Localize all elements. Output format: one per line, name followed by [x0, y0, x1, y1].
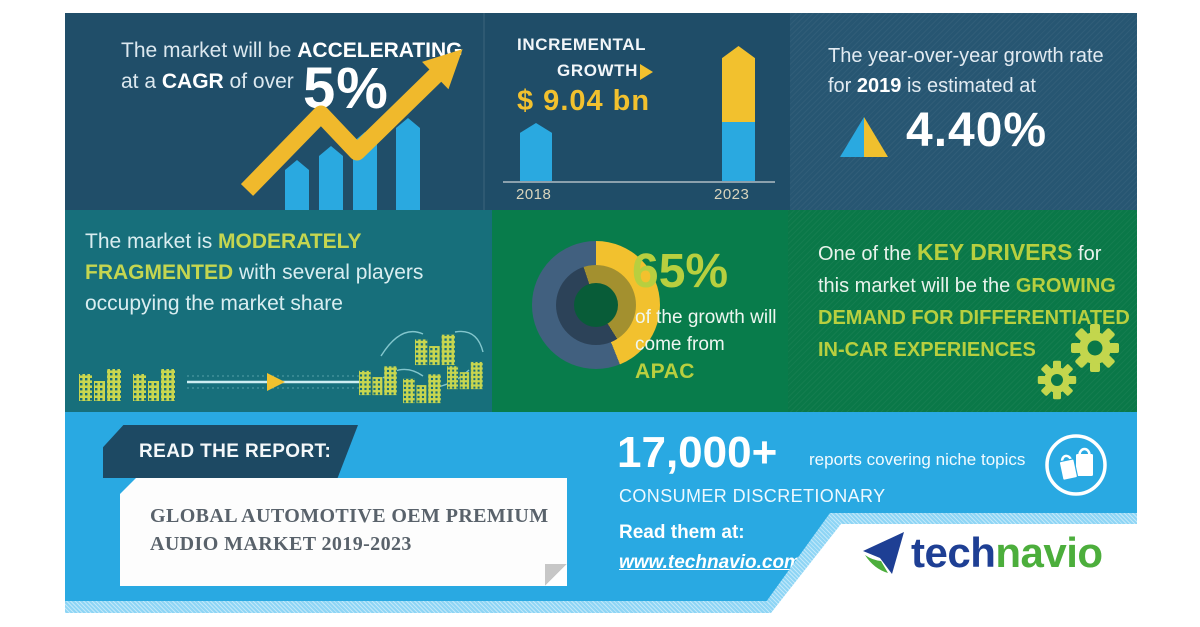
cagr-text-cagr: CAGR: [161, 70, 224, 93]
drivers-accent2: GROWING DEMAND FOR DIFFERENTIATED IN-CAR…: [818, 275, 1130, 361]
bar-2023-base: [722, 122, 755, 181]
cagr-text-accelerating: ACCELERATING: [297, 39, 463, 62]
triangle-up-icon: [840, 117, 888, 157]
incremental-title-line2: GROWTH: [557, 61, 639, 80]
logo-arrow-icon: [863, 532, 904, 574]
panel-key-drivers: One of the KEY DRIVERS for this market w…: [788, 210, 1137, 412]
cagr-text-mid: at a: [121, 70, 162, 93]
growth-arrow-chart-icon: [241, 49, 463, 210]
reports-count: 17,000+: [617, 428, 778, 477]
card-fold-corner: [545, 564, 567, 586]
shopping-bags-icon: [1045, 434, 1107, 496]
panel-apac-growth: 65% of the growth will come from APAC: [492, 210, 788, 412]
report-card[interactable]: GLOBAL AUTOMOTIVE OEM PREMIUM AUDIO MARK…: [120, 478, 567, 586]
gears-icon: [1037, 324, 1119, 400]
tick-label-2018: 2018: [516, 186, 552, 203]
logo-word-navio: navio: [995, 529, 1103, 576]
incremental-value: $ 9.04 bn: [517, 85, 651, 117]
frag-post: with several players occupying the marke…: [85, 261, 424, 315]
fragmentation-statement: The market is MODERATELY FRAGMENTED with…: [85, 226, 487, 319]
frag-accent: MODERATELY FRAGMENTED: [85, 230, 362, 284]
cagr-statement: The market will be ACCELERATING at a CAG…: [121, 35, 463, 97]
infographic-body: The market will be ACCELERATING at a CAG…: [65, 13, 1137, 613]
apac-region: APAC: [635, 360, 695, 383]
panel-yoy-growth: The year-over-year growth rate for 2019 …: [790, 13, 1137, 210]
report-title: GLOBAL AUTOMOTIVE OEM PREMIUM AUDIO MARK…: [150, 505, 549, 555]
donut-chart: [532, 241, 660, 369]
drivers-accent1: KEY DRIVERS: [916, 239, 1073, 265]
technavio-logo: technavio: [860, 530, 1103, 576]
yoy-year: 2019: [856, 75, 902, 97]
read-the-report-ribbon: READ THE REPORT:: [103, 425, 358, 478]
cagr-text-pre: The market will be: [121, 39, 298, 62]
yoy-statement: The year-over-year growth rate for 2019 …: [828, 41, 1104, 101]
ribbon-label: READ THE REPORT:: [139, 440, 332, 462]
arrow-right-icon: [640, 64, 653, 80]
drivers-seg1: One of the: [818, 243, 917, 265]
logo-wordmark: technavio: [911, 530, 1103, 576]
bar-2018: [520, 123, 552, 181]
apac-caption-line1: of the growth will: [635, 307, 777, 328]
panel-cagr: The market will be ACCELERATING at a CAG…: [65, 13, 483, 210]
technavio-url-link[interactable]: www.technavio.com: [619, 552, 801, 573]
panel-incremental-growth: INCREMENTAL GROWTH $ 9.04 bn 2018 2023: [483, 13, 790, 210]
drivers-seg2: for this market will be the: [818, 243, 1102, 297]
key-drivers-statement: One of the KEY DRIVERS for this market w…: [818, 236, 1133, 366]
chart-baseline: [503, 181, 775, 183]
yoy-value: 4.40%: [906, 104, 1048, 157]
read-them-at-label: Read them at:: [619, 522, 745, 543]
logo-wedge: [771, 524, 1137, 613]
apac-caption-line2: come from: [635, 334, 725, 355]
frag-pre: The market is: [85, 230, 219, 253]
bar-2023-increment: [722, 46, 755, 122]
buildings-fragmentation-icon: [79, 330, 484, 404]
incremental-title-line1: INCREMENTAL: [517, 35, 647, 54]
logo-word-tech: tech: [911, 529, 996, 576]
yoy-line2-post: is estimated at: [901, 75, 1036, 97]
apac-value: 65%: [632, 245, 729, 298]
yoy-line1: The year-over-year growth rate: [828, 45, 1104, 67]
cagr-text-post: of over: [223, 70, 294, 93]
tick-label-2023: 2023: [714, 186, 750, 203]
yoy-line2-pre: for: [828, 75, 857, 97]
panel-fragmentation: The market is MODERATELY FRAGMENTED with…: [65, 210, 492, 412]
apac-caption: of the growth will come from: [635, 304, 777, 358]
report-category: CONSUMER DISCRETIONARY: [619, 486, 886, 506]
reports-count-caption: reports covering niche topics: [809, 450, 1026, 469]
donut-hole: [574, 283, 618, 327]
panel-report-footer: READ THE REPORT: GLOBAL AUTOMOTIVE OEM P…: [65, 412, 1137, 613]
